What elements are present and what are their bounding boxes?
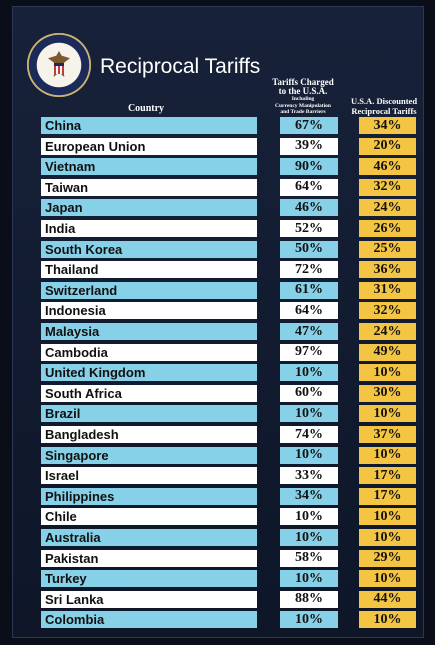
discounted-column-header: U.S.A. Discounted Reciprocal Tariffs <box>339 96 429 116</box>
charged-tariff-cell: 34% <box>280 487 338 505</box>
discounted-tariff-cell: 25% <box>359 240 416 258</box>
charged-tariff-cell: 74% <box>280 426 338 443</box>
charged-tariff-cell: 10% <box>280 446 338 464</box>
charged-tariff-cell: 10% <box>280 529 338 546</box>
charged-tariff-cell: 64% <box>280 302 338 320</box>
charged-tariff-cell: 52% <box>280 220 338 237</box>
charged-tariff-cell: 72% <box>280 261 338 279</box>
discounted-tariff-cell: 37% <box>359 426 416 443</box>
country-cell: Turkey <box>41 570 257 588</box>
discounted-tariff-cell: 10% <box>359 508 416 526</box>
discounted-tariff-cell: 17% <box>359 487 416 505</box>
discounted-tariff-cell: 26% <box>359 220 416 237</box>
discounted-tariff-cell: 34% <box>359 117 416 134</box>
country-cell: Thailand <box>41 261 257 279</box>
discounted-tariff-cell: 10% <box>359 405 416 423</box>
charged-header-subline: and Trade Barriers <box>280 109 326 115</box>
country-cell: Australia <box>41 529 257 546</box>
charged-tariff-cell: 97% <box>280 343 338 361</box>
discounted-tariff-cell: 32% <box>359 302 416 320</box>
discounted-tariff-cell: 32% <box>359 178 416 196</box>
charged-tariff-cell: 10% <box>280 405 338 423</box>
discounted-tariff-cell: 31% <box>359 281 416 299</box>
charged-tariff-cell: 10% <box>280 611 338 629</box>
country-cell: Singapore <box>41 446 257 464</box>
country-cell: Colombia <box>41 611 257 629</box>
charged-tariff-cell: 10% <box>280 508 338 526</box>
charged-tariff-cell: 10% <box>280 364 338 382</box>
charged-tariff-cell: 39% <box>280 137 338 155</box>
country-cell: Switzerland <box>41 281 257 299</box>
country-cell: Vietnam <box>41 158 257 176</box>
charged-header-subline: Including <box>291 96 315 102</box>
charged-tariff-cell: 90% <box>280 158 338 176</box>
discounted-tariff-cell: 49% <box>359 343 416 361</box>
country-cell: Taiwan <box>41 178 257 196</box>
discounted-tariff-cell: 10% <box>359 364 416 382</box>
page-title: Reciprocal Tariffs <box>100 55 261 78</box>
charged-tariff-cell: 50% <box>280 240 338 258</box>
discounted-header-line: Reciprocal Tariffs <box>351 106 417 116</box>
discounted-tariff-cell: 46% <box>359 158 416 176</box>
country-cell: European Union <box>41 137 257 155</box>
discounted-tariff-cell: 20% <box>359 137 416 155</box>
charged-tariff-cell: 46% <box>280 199 338 217</box>
country-cell: Malaysia <box>41 323 257 340</box>
charged-column-header: Tariffs Charged to the U.S.A. Including … <box>267 78 339 116</box>
discounted-header-line: U.S.A. Discounted <box>350 96 418 106</box>
discounted-tariff-cell: 36% <box>359 261 416 279</box>
discounted-tariff-cell: 10% <box>359 570 416 588</box>
charged-header-line: to the U.S.A. <box>278 86 328 96</box>
discounted-tariff-cell: 24% <box>359 199 416 217</box>
country-cell: Cambodia <box>41 343 257 361</box>
discounted-tariff-cell: 24% <box>359 323 416 340</box>
country-cell: South Korea <box>41 240 257 258</box>
country-cell: Chile <box>41 508 257 526</box>
country-cell: India <box>41 220 257 237</box>
tariff-board: Reciprocal Tariffs Country Tariffs Charg… <box>12 6 424 638</box>
discounted-tariff-cell: 44% <box>359 590 416 608</box>
country-cell: Israel <box>41 467 257 485</box>
charged-tariff-cell: 67% <box>280 117 338 134</box>
country-cell: Brazil <box>41 405 257 423</box>
discounted-tariff-cell: 30% <box>359 384 416 402</box>
discounted-tariff-cell: 10% <box>359 611 416 629</box>
discounted-tariff-cell: 10% <box>359 446 416 464</box>
country-cell: United Kingdom <box>41 364 257 382</box>
country-cell: Bangladesh <box>41 426 257 443</box>
country-cell: South Africa <box>41 384 257 402</box>
presidential-seal-icon <box>27 33 91 97</box>
shield-icon <box>54 63 64 74</box>
charged-tariff-cell: 61% <box>280 281 338 299</box>
discounted-tariff-cell: 10% <box>359 529 416 546</box>
charged-tariff-cell: 64% <box>280 178 338 196</box>
charged-tariff-cell: 60% <box>280 384 338 402</box>
country-cell: Sri Lanka <box>41 590 257 608</box>
discounted-tariff-cell: 17% <box>359 467 416 485</box>
charged-tariff-cell: 10% <box>280 570 338 588</box>
country-cell: Indonesia <box>41 302 257 320</box>
discounted-tariff-cell: 29% <box>359 549 416 567</box>
charged-header-subline: Currency Manipulation <box>275 102 331 109</box>
charged-tariff-cell: 47% <box>280 323 338 340</box>
charged-tariff-cell: 58% <box>280 549 338 567</box>
country-cell: Philippines <box>41 487 257 505</box>
country-cell: Japan <box>41 199 257 217</box>
country-column-header: Country <box>127 103 165 114</box>
charged-tariff-cell: 88% <box>280 590 338 608</box>
country-cell: China <box>41 117 257 134</box>
charged-tariff-cell: 33% <box>280 467 338 485</box>
country-cell: Pakistan <box>41 549 257 567</box>
charged-header-line: Tariffs Charged <box>272 77 334 87</box>
